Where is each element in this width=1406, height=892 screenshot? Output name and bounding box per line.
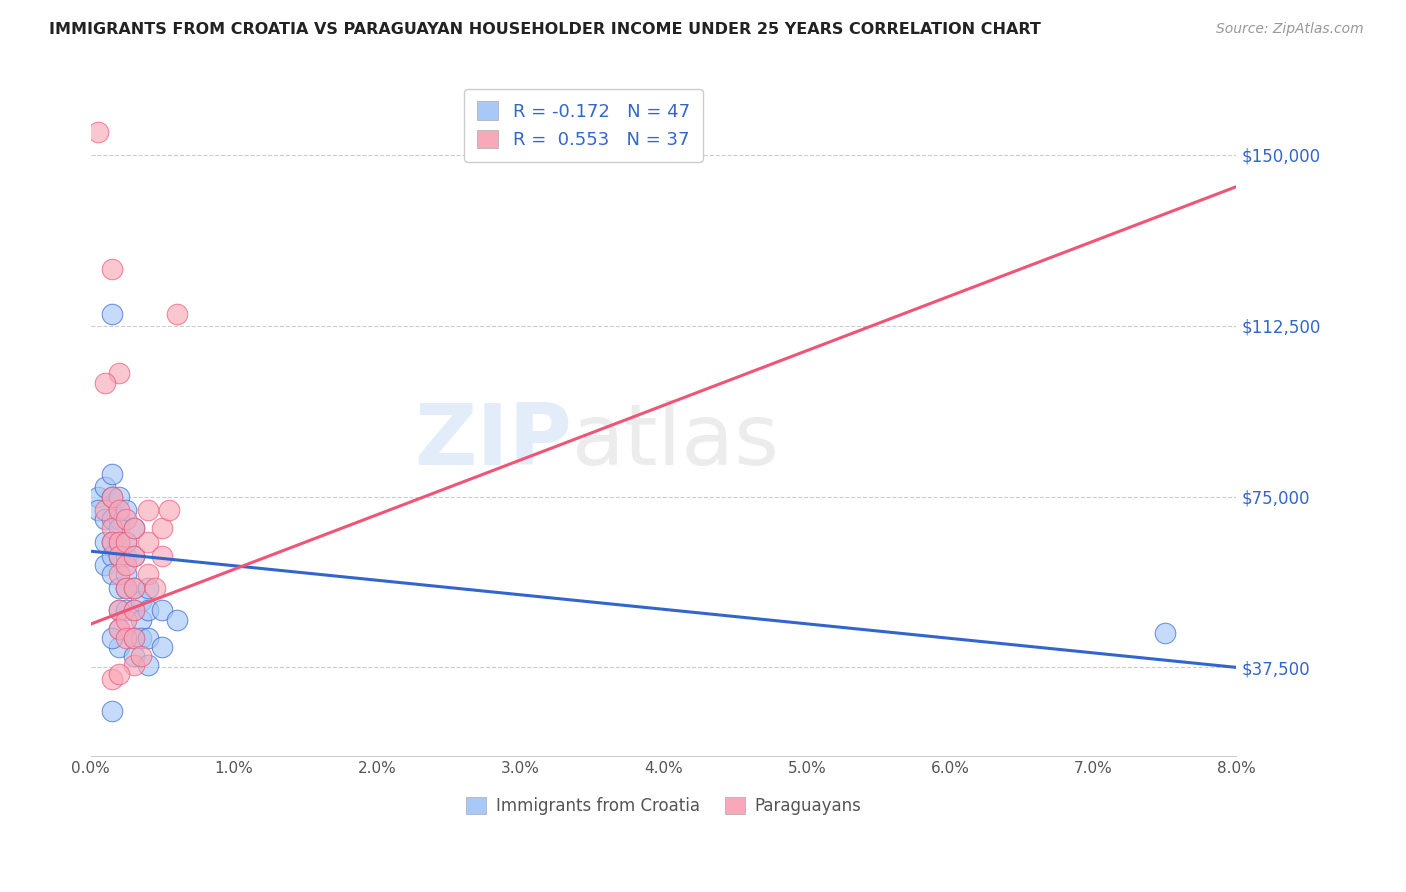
Point [108,622,131,636]
Point [101,704,124,718]
Point [94,558,117,572]
Point [143,581,166,595]
Text: IMMIGRANTS FROM CROATIA VS PARAGUAYAN HOUSEHOLDER INCOME UNDER 25 YEARS CORRELAT: IMMIGRANTS FROM CROATIA VS PARAGUAYAN HO… [49,22,1040,37]
Point [136,658,159,673]
Point [122,521,145,535]
Point [122,549,145,563]
Point [101,631,124,645]
Point [115,535,138,549]
Point [94,535,117,549]
Point [150,549,173,563]
Point [101,490,124,504]
Point [115,512,138,526]
Point [108,535,131,549]
Point [101,672,124,686]
Point [136,503,159,517]
Point [108,535,131,549]
Point [108,503,131,517]
Point [94,376,117,390]
Point [101,566,124,581]
Point [157,503,180,517]
Point [150,640,173,654]
Point [115,581,138,595]
Point [150,603,173,617]
Point [101,535,124,549]
Point [115,535,138,549]
Point [136,581,159,595]
Point [122,631,145,645]
Point [115,631,138,645]
Point [108,581,131,595]
Point [108,566,131,581]
Point [122,581,145,595]
Point [108,490,131,504]
Point [129,613,152,627]
Point [115,581,138,595]
Point [122,631,145,645]
Point [108,549,131,563]
Point [108,622,131,636]
Point [115,566,138,581]
Point [101,549,124,563]
Point [101,307,124,321]
Point [115,558,138,572]
Point [136,631,159,645]
Point [122,521,145,535]
Point [94,512,117,526]
Legend: Immigrants from Croatia, Paraguayans: Immigrants from Croatia, Paraguayans [458,790,868,822]
Point [108,667,131,681]
Point [166,307,188,321]
Point [87,125,110,139]
Point [129,648,152,663]
Point [129,594,152,608]
Point [101,261,124,276]
Point [122,549,145,563]
Point [108,367,131,381]
Point [101,521,124,535]
Point [122,603,145,617]
Point [122,658,145,673]
Point [115,503,138,517]
Point [108,603,131,617]
Point [115,603,138,617]
Point [94,503,117,517]
Text: ZIP: ZIP [415,400,572,483]
Point [101,512,124,526]
Point [108,640,131,654]
Text: Source: ZipAtlas.com: Source: ZipAtlas.com [1216,22,1364,37]
Point [166,613,188,627]
Point [136,535,159,549]
Point [136,566,159,581]
Point [101,535,124,549]
Point [101,467,124,481]
Point [108,512,131,526]
Point [129,631,152,645]
Point [122,603,145,617]
Text: atlas: atlas [572,400,780,483]
Point [94,480,117,494]
Point [1153,626,1175,640]
Point [108,549,131,563]
Point [122,648,145,663]
Point [101,490,124,504]
Point [136,603,159,617]
Point [108,521,131,535]
Point [108,603,131,617]
Point [115,613,138,627]
Point [87,503,110,517]
Point [150,521,173,535]
Point [87,490,110,504]
Point [122,581,145,595]
Point [115,549,138,563]
